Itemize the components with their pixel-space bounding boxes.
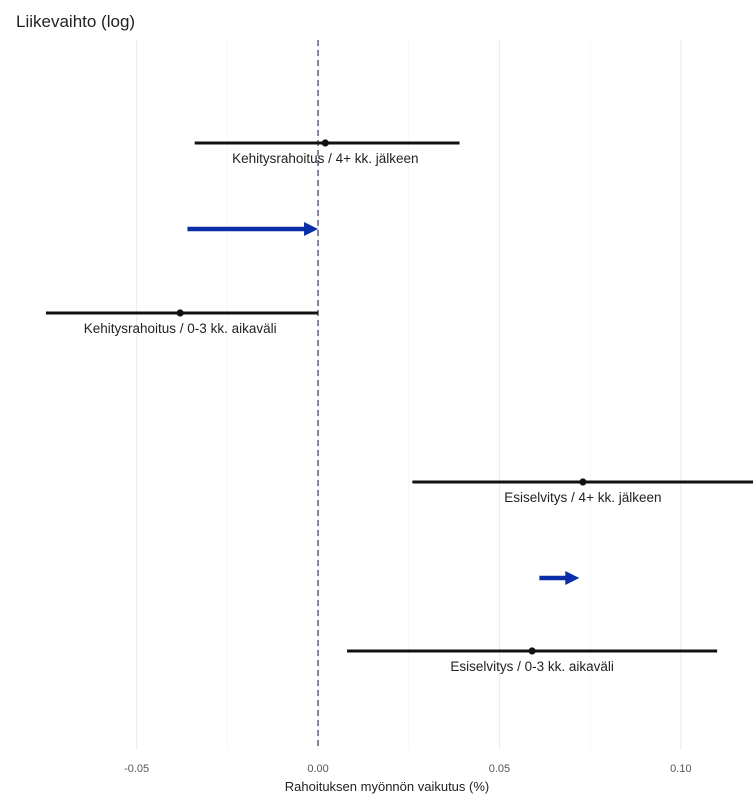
point-estimate xyxy=(579,478,587,486)
estimate-row: Esiselvitys / 4+ kk. jälkeen xyxy=(412,478,753,505)
chart-title: Liikevaihto (log) xyxy=(16,12,135,31)
x-axis-ticks: -0.05 0.00 0.05 0.10 xyxy=(124,763,691,775)
arrow-head xyxy=(565,571,580,585)
arrow-annotation xyxy=(539,571,580,585)
estimate-row: Kehitysrahoitus / 0-3 kk. aikaväli xyxy=(45,309,319,336)
estimate-label: Esiselvitys / 0-3 kk. aikaväli xyxy=(450,659,614,674)
x-tick-label: 0.10 xyxy=(670,763,691,775)
x-tick-label: 0.05 xyxy=(489,763,510,775)
estimate-row: Esiselvitys / 0-3 kk. aikaväli xyxy=(347,647,718,674)
estimate-label: Kehitysrahoitus / 4+ kk. jälkeen xyxy=(232,151,418,166)
estimate-label: Esiselvitys / 4+ kk. jälkeen xyxy=(504,490,661,505)
x-axis-label: Rahoituksen myönnön vaikutus (%) xyxy=(285,779,490,794)
estimate-row: Kehitysrahoitus / 4+ kk. jälkeen xyxy=(194,139,460,166)
annotation-arrows xyxy=(187,222,580,585)
x-tick-label: -0.05 xyxy=(124,763,149,775)
estimate-label: Kehitysrahoitus / 0-3 kk. aikaväli xyxy=(84,321,277,336)
grid-lines xyxy=(136,40,682,750)
point-estimate xyxy=(528,647,536,655)
point-estimate xyxy=(176,309,184,317)
point-estimate xyxy=(321,139,329,147)
estimate-series: Kehitysrahoitus / 4+ kk. jälkeen Kehitysr… xyxy=(45,139,753,674)
arrow-annotation xyxy=(187,222,319,236)
arrow-head xyxy=(304,222,319,236)
x-tick-label: 0.00 xyxy=(307,763,328,775)
